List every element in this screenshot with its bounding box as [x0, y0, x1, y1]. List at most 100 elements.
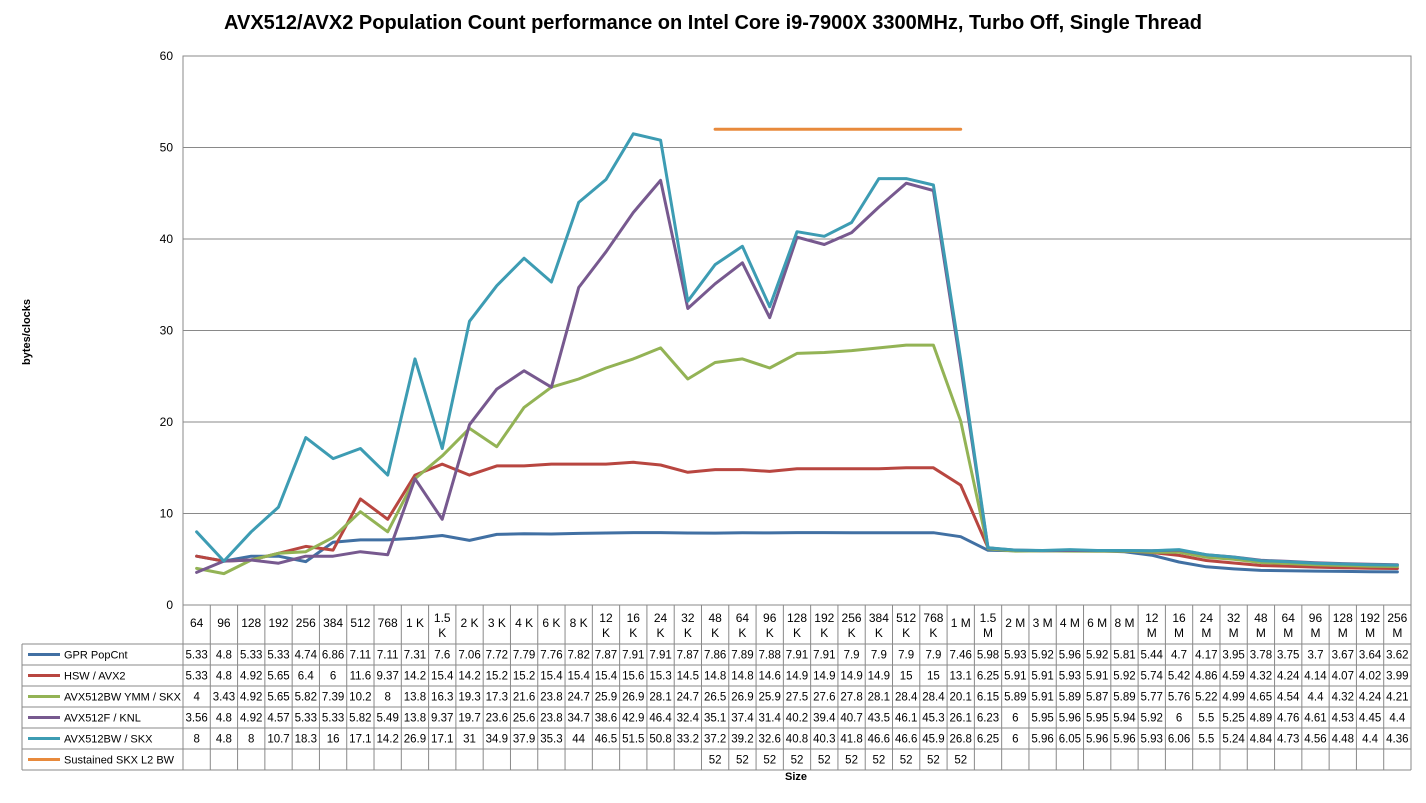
data-label: 6.25	[977, 734, 999, 746]
data-label: 4.73	[1277, 734, 1299, 746]
data-label: 5.89	[1113, 692, 1135, 704]
data-label: 26.9	[404, 734, 426, 746]
data-label: 4.4	[1362, 734, 1379, 746]
data-label: 51.5	[622, 734, 644, 746]
data-label: 23.8	[540, 692, 562, 704]
data-label: 5.92	[1113, 671, 1135, 683]
data-label: 14.8	[731, 671, 753, 683]
data-label: 28.4	[922, 692, 945, 704]
data-label: 4.07	[1332, 671, 1354, 683]
y-tick-label: 30	[160, 324, 174, 338]
data-label: 5.93	[1004, 650, 1026, 662]
data-label: 7.11	[350, 650, 372, 662]
data-label: 5.94	[1113, 713, 1136, 725]
y-tick-label: 0	[166, 598, 173, 612]
data-label: 46.6	[895, 734, 917, 746]
data-label: 26.9	[731, 692, 753, 704]
legend-label: AVX512BW YMM / SKX	[64, 692, 182, 704]
data-label: 4.32	[1332, 692, 1354, 704]
x-tick-label: 2 M	[1005, 616, 1025, 630]
data-label: 4.86	[1195, 671, 1217, 683]
data-label: 7.9	[898, 650, 914, 662]
data-label: 52	[900, 755, 913, 767]
x-tick-label: 128	[1333, 611, 1353, 625]
data-label: 6.23	[977, 713, 999, 725]
data-label: 15.2	[486, 671, 508, 683]
data-label: 52	[818, 755, 831, 767]
data-label: 15.4	[595, 671, 618, 683]
x-tick-label: 16	[1172, 611, 1186, 625]
x-tick-label: K	[820, 626, 828, 640]
data-label: 28.1	[649, 692, 671, 704]
data-label: 27.8	[840, 692, 862, 704]
data-label: 26.9	[622, 692, 644, 704]
data-label: 26.5	[704, 692, 726, 704]
x-tick-label: K	[738, 626, 746, 640]
data-label: 5.91	[1086, 671, 1108, 683]
data-label: 7.9	[925, 650, 941, 662]
data-label: 23.6	[486, 713, 508, 725]
data-label: 5.76	[1168, 692, 1190, 704]
data-label: 7.31	[404, 650, 426, 662]
data-label: 3.62	[1386, 650, 1408, 662]
x-axis-label: Size	[784, 771, 808, 783]
data-label: 26.1	[950, 713, 972, 725]
data-label: 7.91	[813, 650, 835, 662]
data-label: 4.54	[1277, 692, 1300, 704]
data-label: 31	[463, 734, 476, 746]
data-label: 52	[954, 755, 967, 767]
data-label: 4.59	[1222, 671, 1244, 683]
data-label: 7.86	[704, 650, 726, 662]
data-label: 6	[1012, 734, 1018, 746]
x-tick-label: 48	[708, 611, 722, 625]
data-label: 25.9	[759, 692, 781, 704]
data-label: 4.14	[1304, 671, 1327, 683]
data-label: 4.8	[216, 713, 232, 725]
data-label: 4.7	[1171, 650, 1187, 662]
data-label: 4.24	[1359, 692, 1382, 704]
data-label: 4.8	[216, 650, 232, 662]
data-label: 5.96	[1113, 734, 1135, 746]
data-label: 5.25	[1222, 713, 1244, 725]
data-label: 4.61	[1304, 713, 1326, 725]
data-label: 10.2	[349, 692, 371, 704]
x-tick-label: 24	[654, 611, 668, 625]
data-label: 10.7	[267, 734, 289, 746]
data-label: 5.92	[1086, 650, 1108, 662]
data-label: 15.6	[622, 671, 644, 683]
data-label: 28.4	[895, 692, 918, 704]
x-tick-label: 384	[869, 611, 889, 625]
data-label: 4.57	[267, 713, 289, 725]
data-label: 7.91	[649, 650, 671, 662]
y-tick-label: 20	[160, 415, 174, 429]
data-label: 5.91	[1031, 671, 1053, 683]
data-label: 14.8	[704, 671, 726, 683]
data-label: 46.5	[595, 734, 617, 746]
x-tick-label: 4 M	[1060, 616, 1080, 630]
x-tick-label: K	[793, 626, 801, 640]
data-label: 32.4	[677, 713, 700, 725]
data-label: 28.1	[868, 692, 890, 704]
data-label: 6.15	[977, 692, 999, 704]
data-label: 52	[927, 755, 940, 767]
data-label: 3.75	[1277, 650, 1299, 662]
data-label: 6	[330, 671, 336, 683]
data-label: 4.65	[1250, 692, 1272, 704]
x-tick-label: K	[438, 626, 446, 640]
data-label: 5.89	[1059, 692, 1081, 704]
data-label: 4.76	[1277, 713, 1299, 725]
data-label: 38.6	[595, 713, 617, 725]
data-label: 40.7	[840, 713, 862, 725]
data-label: 15.4	[540, 671, 563, 683]
data-label: 17.3	[486, 692, 508, 704]
data-label: 41.8	[840, 734, 862, 746]
data-label: 7.82	[567, 650, 589, 662]
data-label: 16.3	[431, 692, 453, 704]
x-tick-label: K	[875, 626, 883, 640]
x-tick-label: M	[1392, 626, 1402, 640]
data-label: 5.96	[1031, 734, 1053, 746]
data-label: 5.92	[1031, 650, 1053, 662]
x-tick-label: K	[711, 626, 719, 640]
data-label: 32.6	[759, 734, 781, 746]
data-label: 4.53	[1332, 713, 1354, 725]
